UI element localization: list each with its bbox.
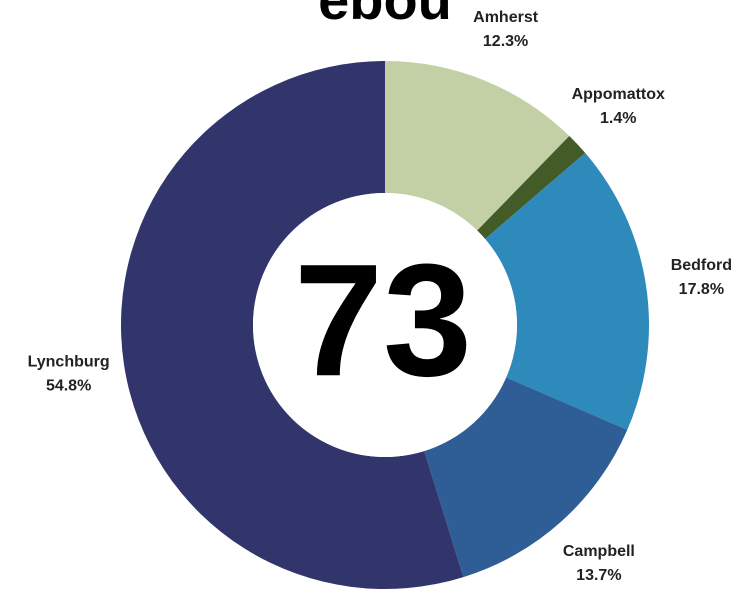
slice xyxy=(424,377,628,578)
slice xyxy=(485,152,649,430)
slice-value-label: 12.3% xyxy=(483,33,528,50)
slice xyxy=(385,61,570,231)
center-label: 73 xyxy=(294,230,472,409)
slice-label: Bedford xyxy=(671,257,732,274)
slice-label: Lynchburg xyxy=(28,353,110,370)
slice-value-label: 1.4% xyxy=(600,110,636,127)
slice-label: Appomattox xyxy=(572,86,665,103)
slice-value-label: 17.8% xyxy=(679,281,724,298)
slice-value-label: 54.8% xyxy=(46,377,91,394)
slice-label: Campbell xyxy=(563,543,635,560)
slice-label: Amherst xyxy=(473,9,539,26)
chart-title: ebou xyxy=(318,0,452,31)
slice-value-label: 13.7% xyxy=(576,567,621,584)
donut-hole xyxy=(253,193,517,457)
slice xyxy=(477,135,586,239)
slice xyxy=(121,61,464,589)
